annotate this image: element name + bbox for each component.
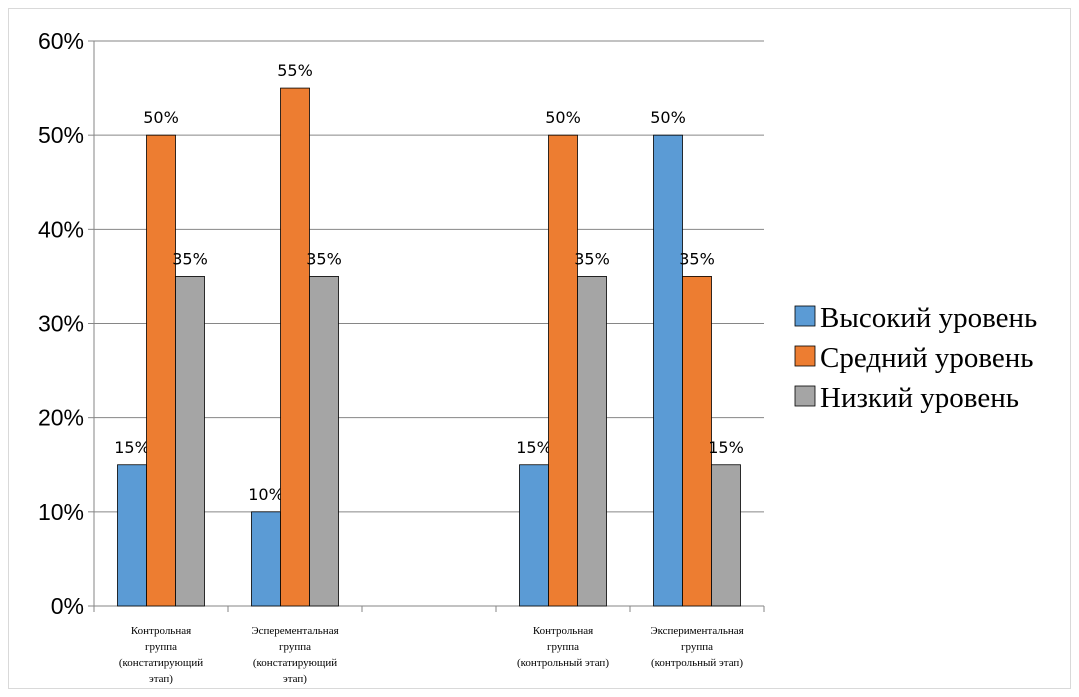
data-label: 15% (516, 438, 552, 457)
y-tick-label: 20% (38, 405, 84, 431)
bar (548, 134, 578, 607)
x-category-label: Эсперементальная (251, 625, 338, 637)
bar (653, 134, 683, 607)
data-label: 50% (143, 108, 179, 127)
data-label: 35% (574, 249, 610, 268)
legend-swatch (794, 345, 816, 367)
x-category-label: (контрольный этап) (651, 657, 743, 669)
x-category-label: этап) (283, 673, 307, 685)
bar (175, 276, 205, 607)
data-label: 35% (172, 249, 208, 268)
legend-label: Высокий уровень (820, 302, 1037, 334)
y-tick-label: 30% (38, 311, 84, 337)
bar (519, 464, 549, 607)
data-label: 50% (650, 108, 686, 127)
y-tick-label: 0% (51, 593, 84, 619)
x-category-label: Контрольная (533, 625, 593, 637)
bar (280, 87, 310, 607)
legend-label: Средний уровень (820, 342, 1034, 374)
y-tick-label: 40% (38, 216, 84, 242)
bar (577, 276, 607, 607)
data-label: 50% (545, 108, 581, 127)
data-label: 35% (306, 249, 342, 268)
data-label: 15% (114, 438, 150, 457)
y-tick-label: 60% (38, 28, 84, 54)
bar (711, 464, 741, 607)
x-category-label: группа (681, 641, 713, 653)
legend-swatch (794, 385, 816, 407)
x-category-label: группа (279, 641, 311, 653)
x-category-label: Контрольная (131, 625, 191, 637)
y-tick-label: 10% (38, 499, 84, 525)
legend-swatch (794, 305, 816, 327)
bar (309, 276, 339, 607)
x-category-label: (констатирующий (253, 657, 337, 669)
bar (117, 464, 147, 607)
data-label: 10% (248, 485, 284, 504)
bar (251, 511, 281, 607)
data-label: 55% (277, 61, 313, 80)
x-category-label: (контрольный этап) (517, 657, 609, 669)
bar (146, 134, 176, 607)
y-tick-label: 50% (38, 122, 84, 148)
x-category-label: группа (547, 641, 579, 653)
data-label: 15% (708, 438, 744, 457)
data-label: 35% (679, 249, 715, 268)
x-category-label: Экспериментальная (650, 625, 743, 637)
legend-label: Низкий уровень (820, 382, 1019, 414)
bar (682, 276, 712, 607)
x-category-label: группа (145, 641, 177, 653)
x-category-label: этап) (149, 673, 173, 685)
x-category-label: (констатирующий (119, 657, 203, 669)
